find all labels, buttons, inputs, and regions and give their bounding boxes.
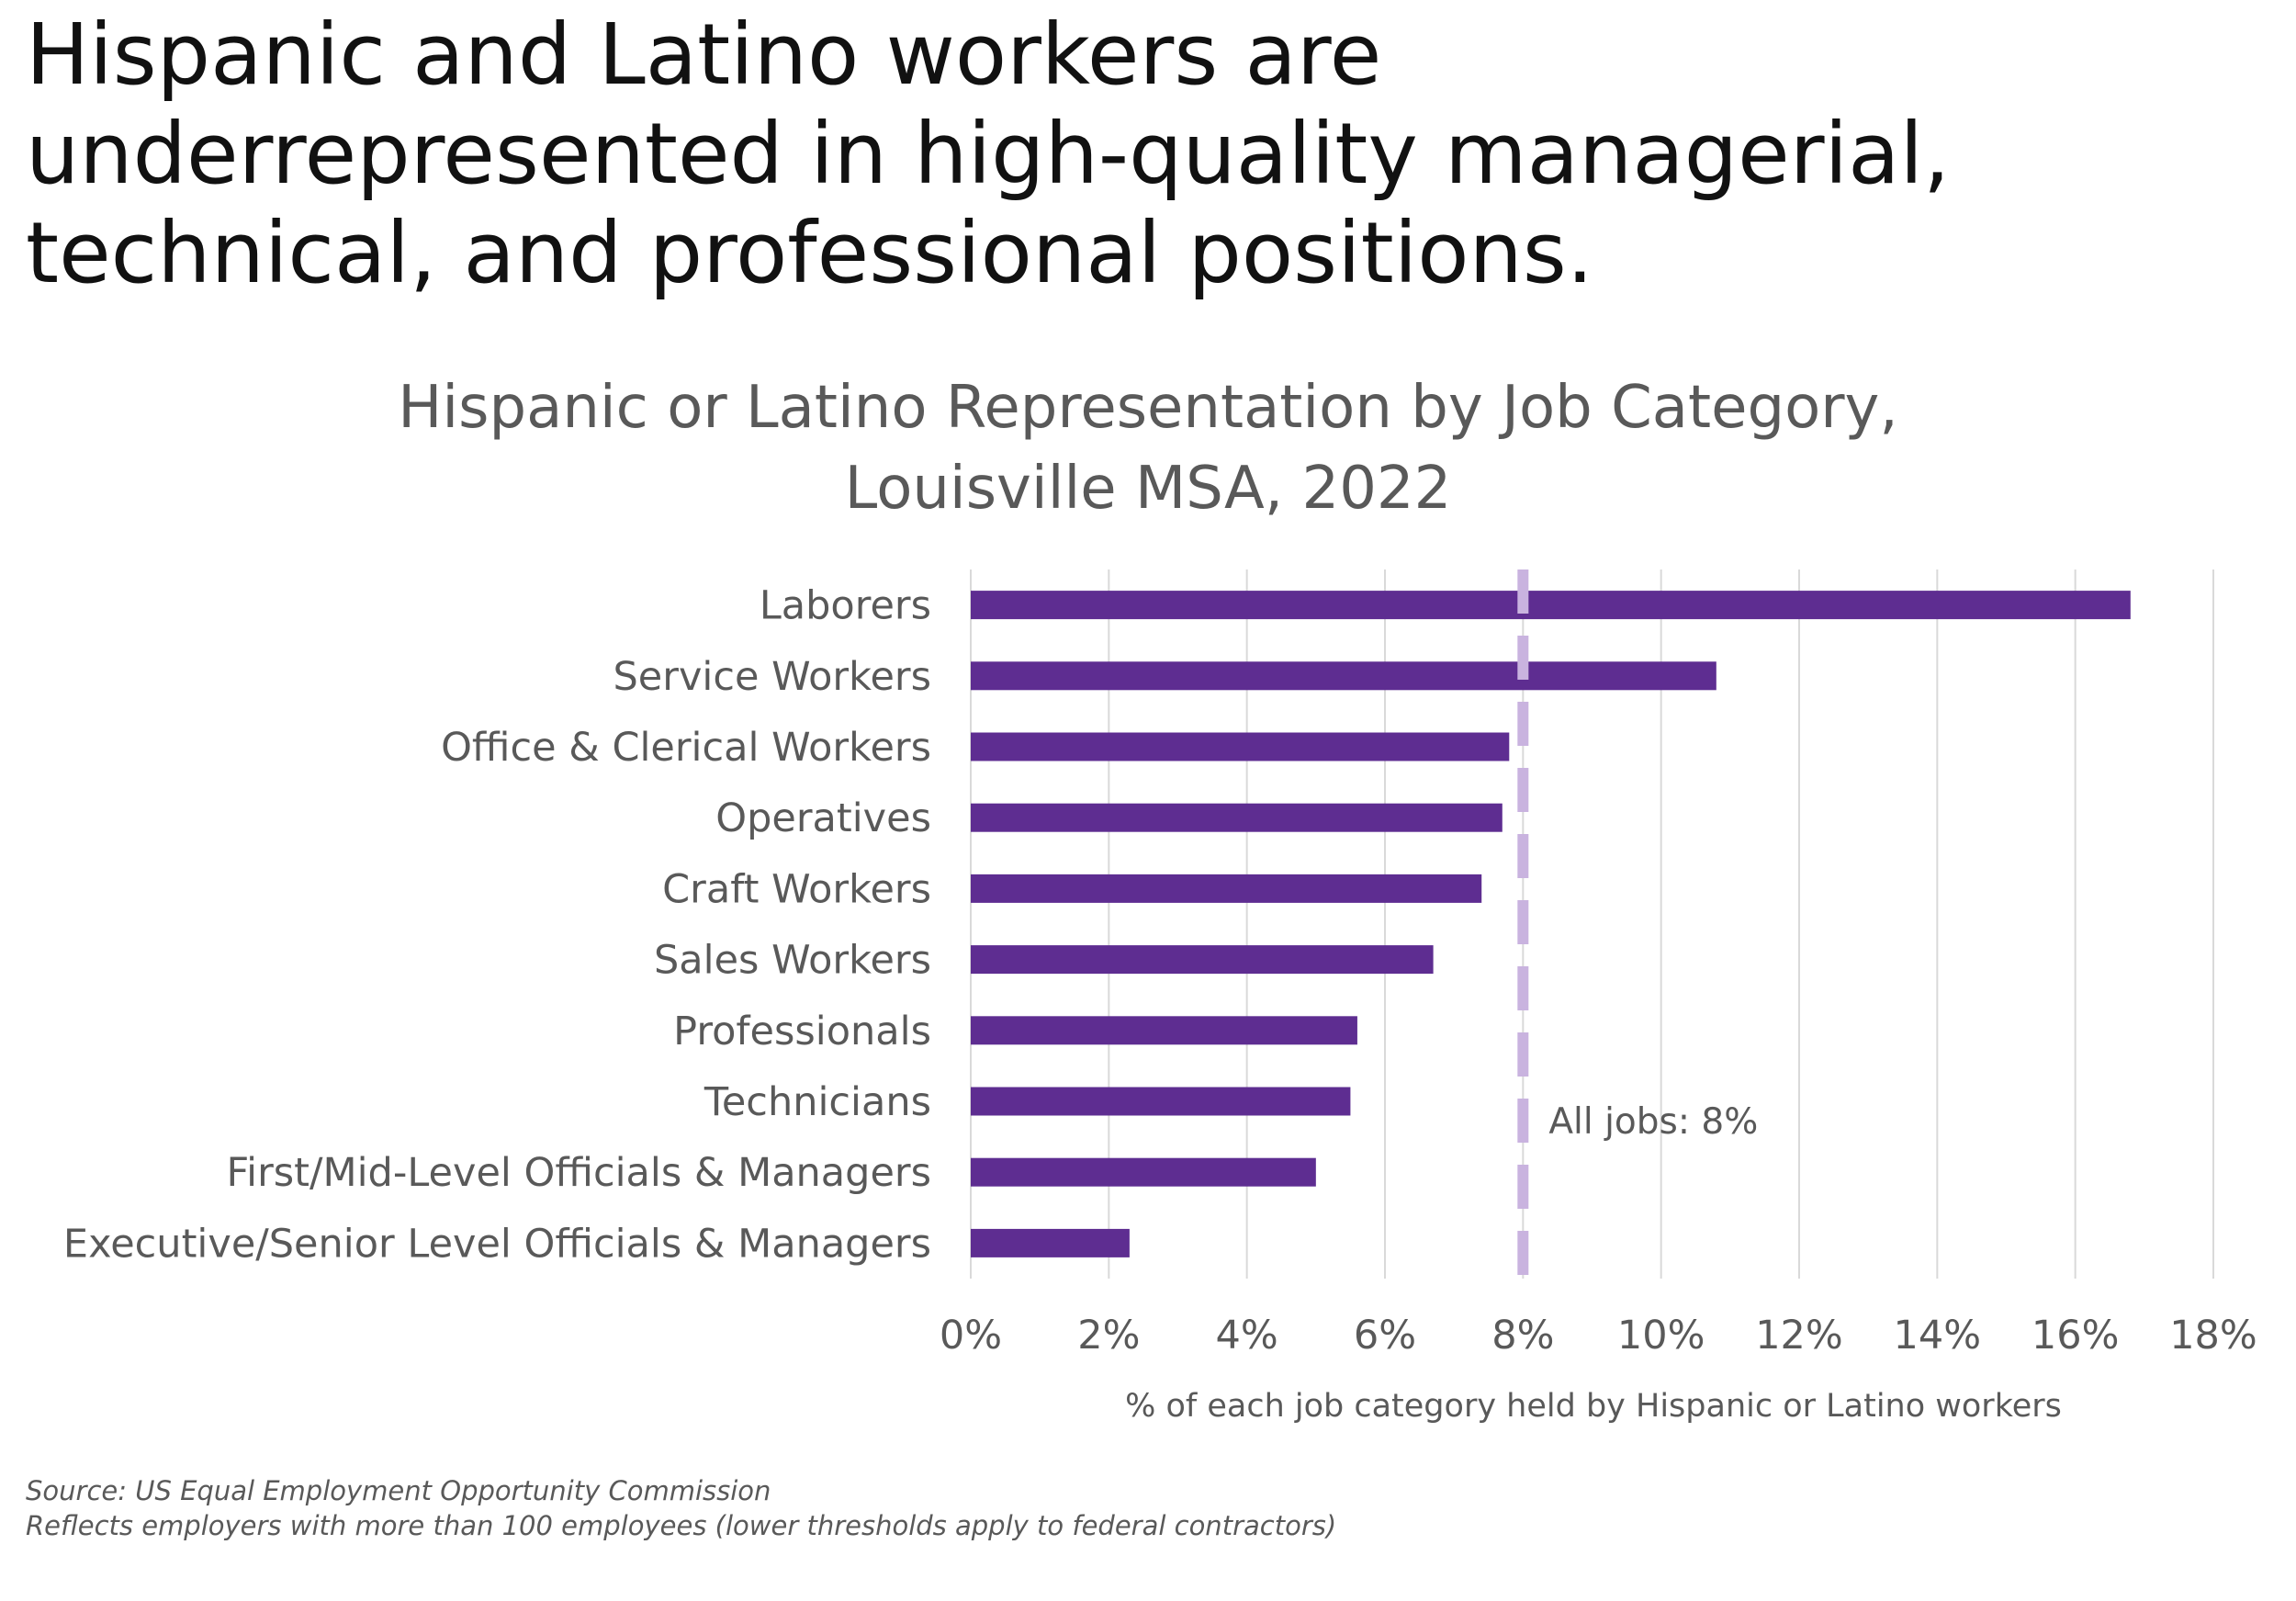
source-note: Source: US Equal Employment Opportunity … <box>26 1475 771 1506</box>
category-label: Operatives <box>715 795 931 841</box>
reference-line-group: All jobs: 8% <box>1517 569 1758 1279</box>
bar <box>971 661 1716 691</box>
headline-line-2: underrepresented in high-quality manager… <box>26 105 1951 203</box>
x-tick-label: 2% <box>1077 1313 1140 1359</box>
category-label: Executive/Senior Level Officials & Manag… <box>63 1221 931 1267</box>
bar <box>971 803 1503 832</box>
reference-line-label: All jobs: 8% <box>1548 1101 1758 1143</box>
bar <box>971 732 1510 761</box>
x-tick-label: 6% <box>1354 1313 1416 1359</box>
chart-title-line-1: Hispanic or Latino Representation by Job… <box>398 374 1898 442</box>
category-label: Craft Workers <box>662 866 931 912</box>
x-tick-label: 12% <box>1755 1313 1843 1359</box>
bar <box>971 1157 1316 1187</box>
category-label: First/Mid-Level Officials & Managers <box>227 1150 931 1196</box>
x-tick-label: 4% <box>1216 1313 1278 1359</box>
x-axis-title: % of each job category held by Hispanic … <box>1125 1388 2062 1425</box>
chart-title: Hispanic or Latino Representation by Job… <box>0 367 2296 529</box>
category-label: Office & Clerical Workers <box>441 725 931 771</box>
category-label: Service Workers <box>613 654 931 700</box>
category-label: Technicians <box>703 1079 931 1125</box>
category-label: Professionals <box>673 1009 931 1054</box>
x-tick-label: 18% <box>2169 1313 2257 1359</box>
headline: Hispanic and Latino workers are underrep… <box>26 6 2267 303</box>
bar <box>971 874 1482 903</box>
bar <box>971 1016 1357 1045</box>
bar <box>971 945 1434 975</box>
bars <box>971 591 2131 1257</box>
bar <box>971 1228 1130 1257</box>
x-tick-label: 0% <box>940 1313 1002 1359</box>
category-label: Sales Workers <box>654 938 931 984</box>
x-tick-label: 8% <box>1491 1313 1554 1359</box>
bar <box>971 1087 1351 1116</box>
category-labels: Laborers Service Workers Office & Clerical… <box>63 583 931 1268</box>
x-tick-label: 16% <box>2032 1313 2120 1359</box>
chart-title-line-2: Louisville MSA, 2022 <box>844 455 1452 523</box>
x-tick-label: 14% <box>1894 1313 1982 1359</box>
x-tick-labels: 0% 2% 4% 6% 8% 10% 12% 14% 16% 18% <box>940 1313 2257 1359</box>
bar <box>971 591 2131 620</box>
headline-line-3: technical, and professional positions. <box>26 204 1594 302</box>
x-tick-label: 10% <box>1617 1313 1705 1359</box>
category-label: Laborers <box>760 583 931 629</box>
headline-line-1: Hispanic and Latino workers are <box>26 6 1382 104</box>
coverage-note: Reflects employers with more than 100 em… <box>26 1510 1337 1541</box>
